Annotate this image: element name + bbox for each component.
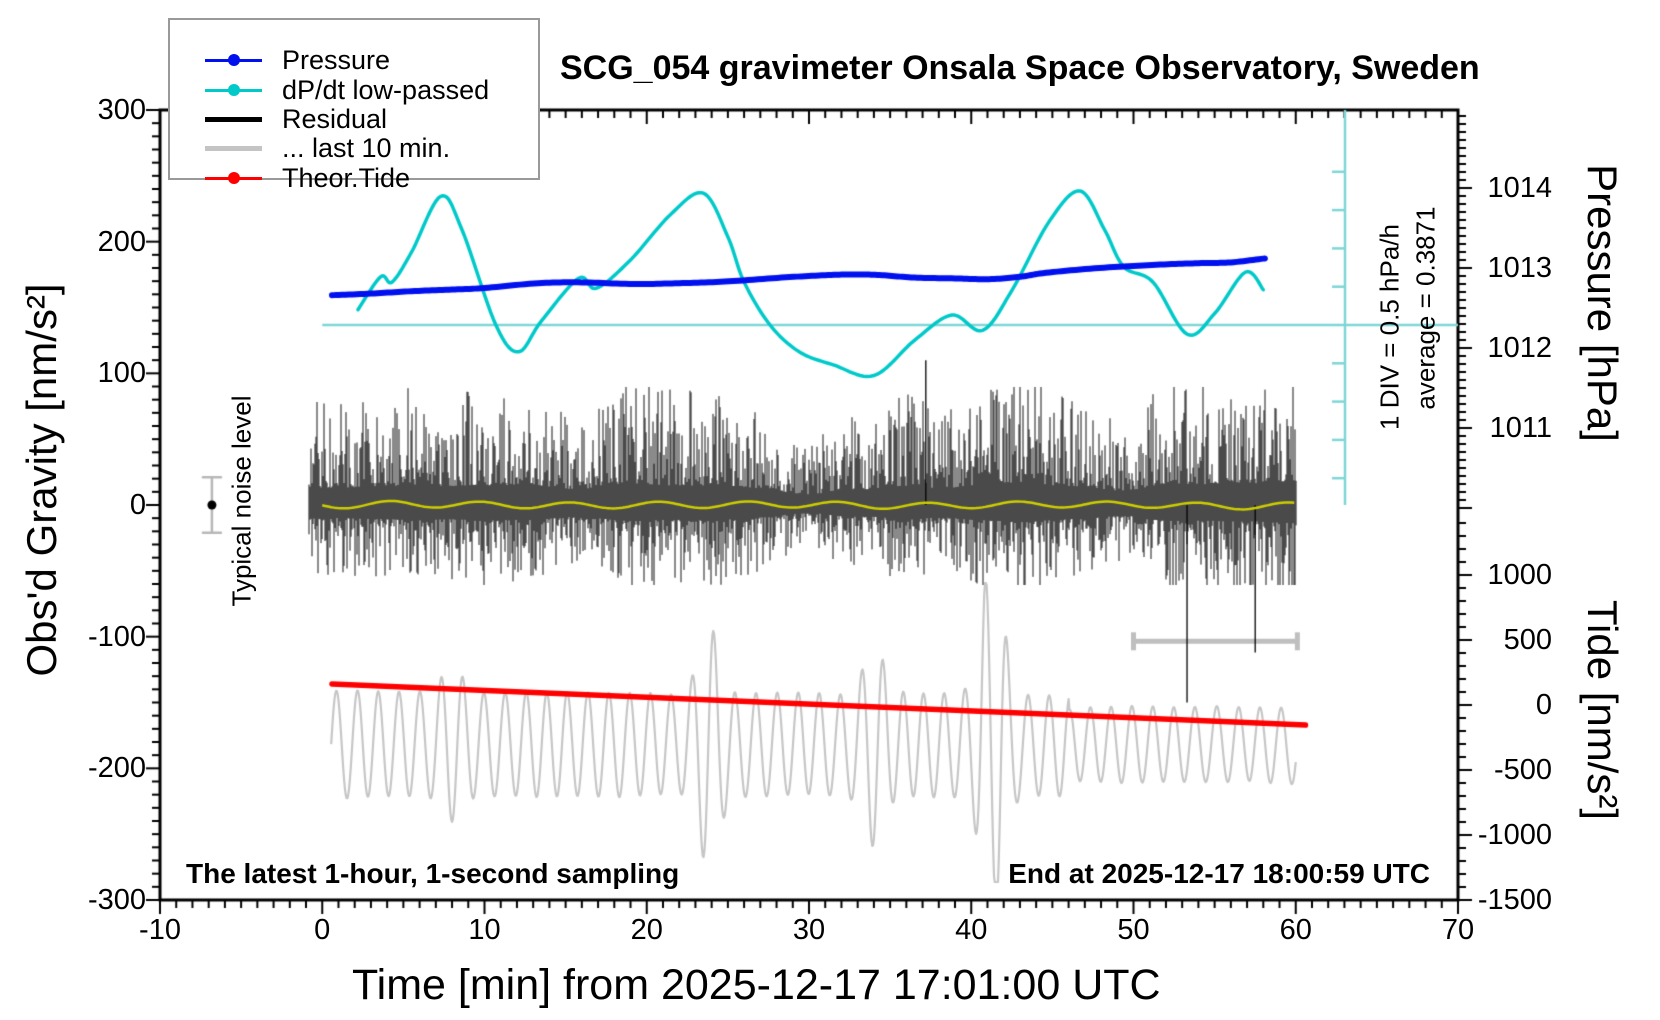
dpdt-line-marker: [205, 75, 262, 105]
y-axis-title-gravity: Obs'd Gravity [nm/s²]: [18, 283, 65, 677]
y-axis-title-pressure: Pressure [hPa]: [1579, 164, 1626, 442]
pressure-tick-label: 1014: [1487, 172, 1552, 204]
pressure-tick-label: 1013: [1487, 252, 1552, 284]
pressure-tick-label: 1011: [1489, 412, 1552, 444]
pressure-line-marker: [205, 45, 262, 75]
tide-tick-label: -1000: [1477, 819, 1552, 851]
noise-level-label: Typical noise level: [226, 395, 257, 607]
chart-title: SCG_054 gravimeter Onsala Space Observat…: [560, 49, 1480, 87]
gravity-tick-label: 0: [129, 489, 146, 521]
gravity-tick-label: -200: [87, 752, 146, 785]
x-tick-label: 20: [630, 914, 663, 946]
average-annotation: average = 0.3871: [1410, 206, 1441, 410]
legend-item-dpdt: dP/dt low-passed: [170, 75, 538, 105]
tide-tick-label: -500: [1493, 754, 1552, 786]
legend-item-pressure: Pressure: [170, 45, 538, 75]
tide-tick-label: 500: [1503, 624, 1552, 656]
gravity-tick-label: 100: [97, 357, 146, 390]
legend-box: Pressure dP/dt low-passed Residual ... l…: [168, 18, 540, 192]
end-time-note: End at 2025-12-17 18:00:59 UTC: [1008, 858, 1430, 889]
tide-tick-label: 0: [1535, 689, 1552, 721]
tide-tick-label: -1500: [1477, 884, 1552, 916]
tide-tick-label: 1000: [1487, 559, 1552, 591]
legend-item-residual: Residual: [170, 104, 538, 134]
x-tick-label: 70: [1441, 914, 1475, 946]
x-tick-label: -10: [139, 914, 181, 946]
x-tick-label: 10: [468, 914, 501, 946]
legend-label: Theor.Tide: [282, 163, 411, 193]
div-scale-annotation: 1 DIV = 0.5 hPa/h: [1374, 224, 1405, 430]
gravity-tick-label: 200: [97, 225, 146, 258]
x-tick-label: 50: [1117, 914, 1150, 946]
legend-item-last10: ... last 10 min.: [170, 133, 538, 163]
tide-line-marker: [205, 163, 262, 193]
x-axis-title: Time [min] from 2025-12-17 17:01:00 UTC: [352, 961, 1161, 1009]
legend-item-tide: Theor.Tide: [170, 163, 538, 193]
gravity-tick-label: -300: [87, 884, 146, 916]
x-tick-label: 30: [792, 914, 826, 946]
gravity-tick-label: -100: [87, 620, 146, 653]
legend-label: Residual: [282, 104, 388, 134]
legend-label: ... last 10 min.: [282, 133, 451, 163]
gravity-tick-label: 300: [97, 94, 146, 126]
pressure-tick-label: 1012: [1487, 332, 1552, 364]
legend-label: dP/dt low-passed: [282, 75, 490, 105]
x-tick-label: 40: [955, 914, 988, 946]
y-axis-title-tide: Tide [nm/s²]: [1579, 599, 1626, 821]
legend-label: Pressure: [282, 45, 391, 75]
x-tick-label: 60: [1279, 914, 1312, 946]
sampling-note: The latest 1-hour, 1-second sampling: [186, 858, 680, 889]
last10-line-marker: [205, 133, 262, 163]
x-tick-label: 0: [314, 914, 331, 946]
residual-line-marker: [205, 104, 262, 134]
